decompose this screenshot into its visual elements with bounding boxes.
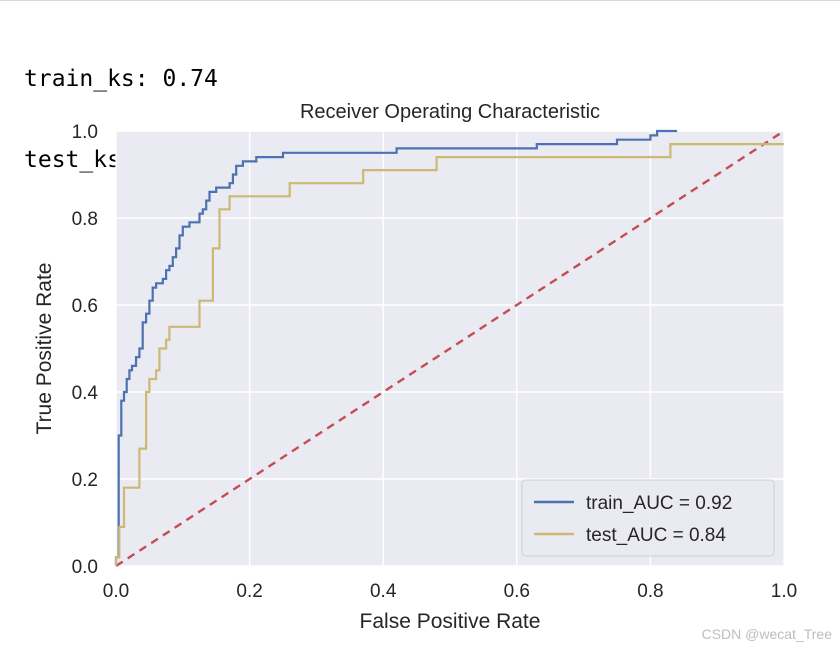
x-axis-label: False Positive Rate <box>360 610 541 633</box>
x-tick-label: 0.6 <box>504 581 530 602</box>
watermark-text: CSDN @wecat_Tree <box>701 626 832 642</box>
y-axis-label: True Positive Rate <box>33 263 56 435</box>
y-tick-label: 0.6 <box>72 296 98 317</box>
x-tick-label: 0.4 <box>370 581 397 602</box>
diagonal-reference-line <box>115 129 785 568</box>
x-tick-label: 0.0 <box>103 581 129 602</box>
x-tick-label: 0.2 <box>236 581 262 602</box>
legend-label-train: train_AUC = 0.92 <box>586 493 732 514</box>
legend-box <box>521 479 775 557</box>
x-tick-label: 0.8 <box>637 581 663 602</box>
train-roc-line <box>114 129 678 566</box>
chart-title: Receiver Operating Characteristic <box>300 101 600 123</box>
y-tick-label: 0.2 <box>72 470 98 491</box>
y-tick-label: 1.0 <box>72 122 98 143</box>
train-ks-text: train_ks: 0.74 <box>24 66 218 92</box>
y-tick-label: 0.0 <box>72 557 98 578</box>
y-tick-label: 0.8 <box>72 209 98 230</box>
x-tick-label: 1.0 <box>771 581 797 602</box>
legend-label-test: test_AUC = 0.84 <box>586 525 726 546</box>
test-roc-line <box>114 143 784 566</box>
top-divider <box>0 0 840 1</box>
y-tick-label: 0.4 <box>72 383 99 404</box>
